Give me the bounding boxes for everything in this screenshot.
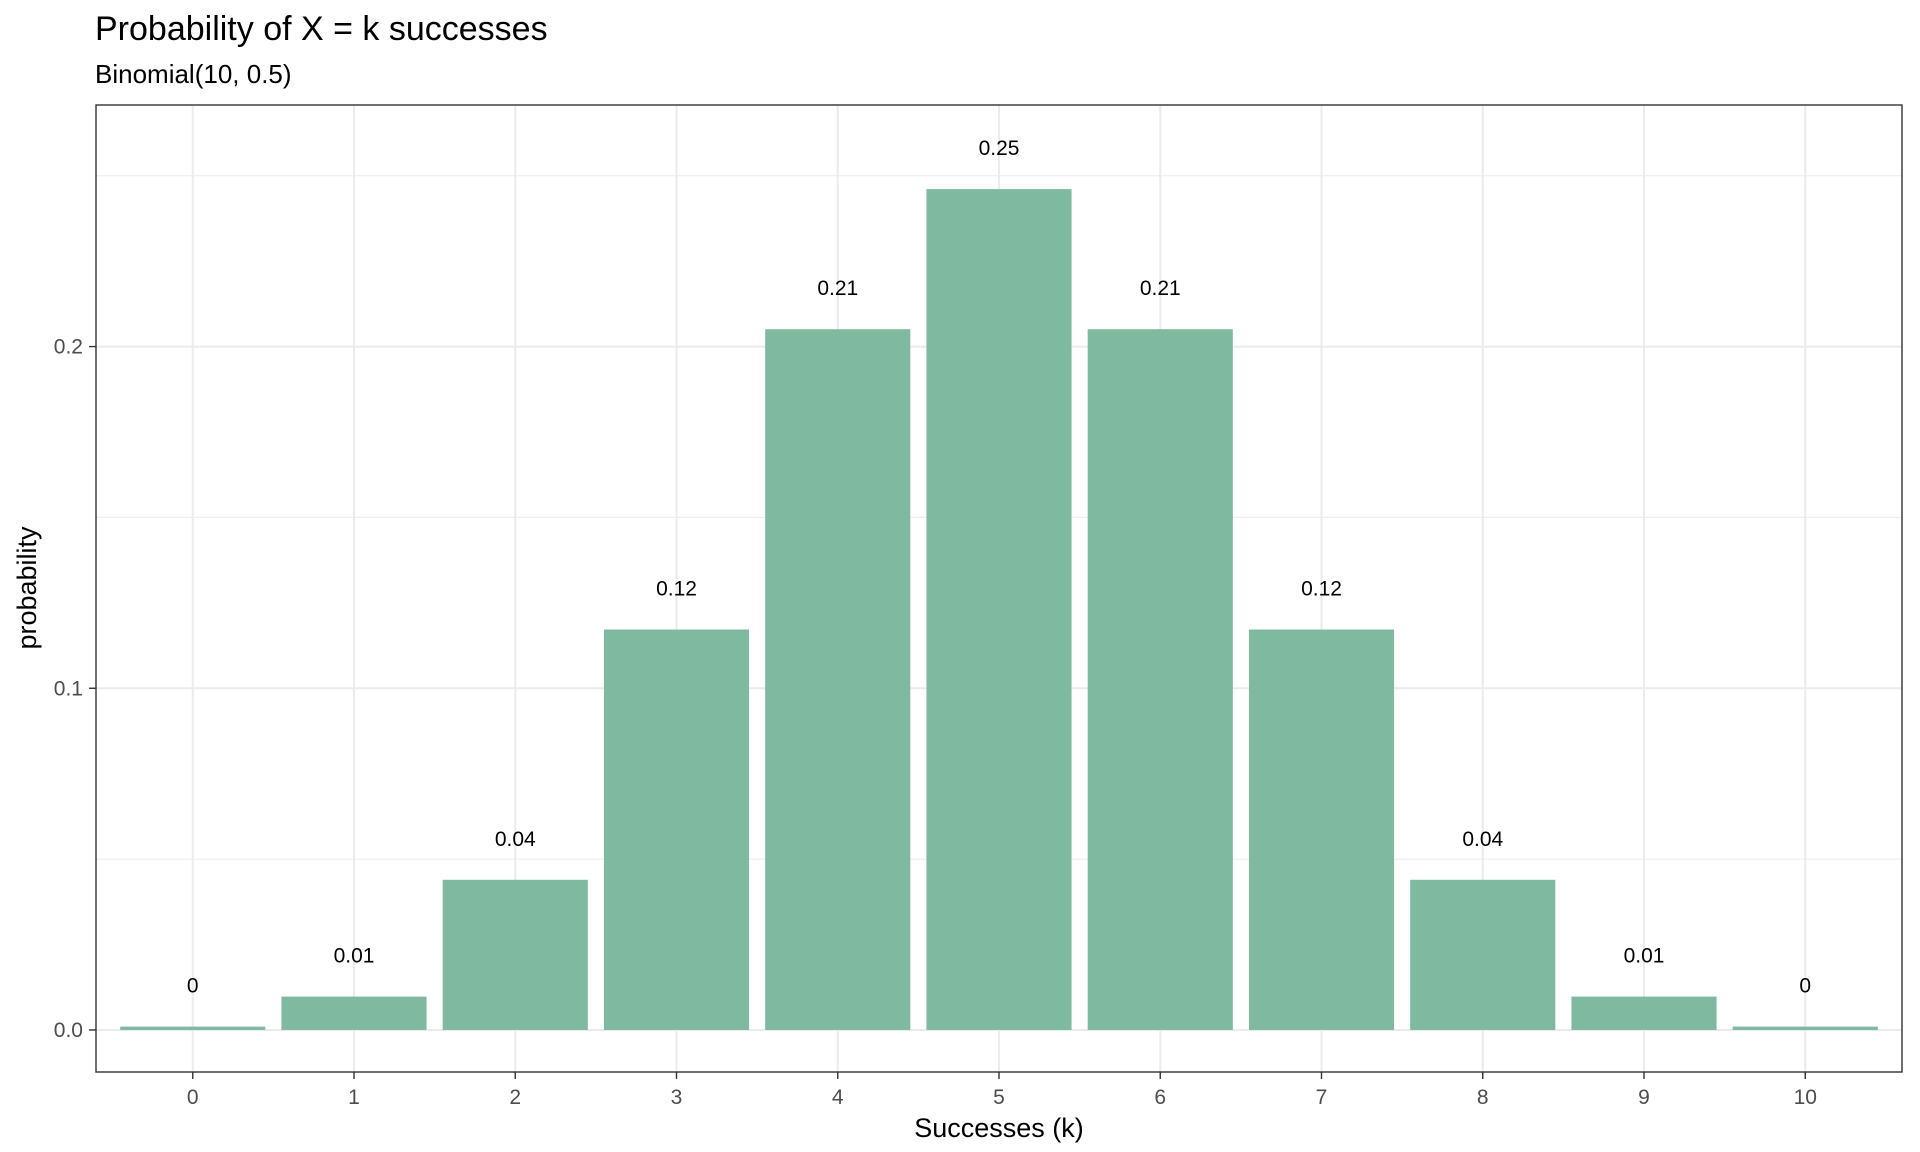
bar-3 bbox=[603, 629, 750, 1030]
data-labels: 0 0.01 0.04 0.12 0.21 0.25 0.21 0.12 0.04 0.01 0 bbox=[187, 137, 1811, 998]
x-tick-label: 5 bbox=[993, 1086, 1005, 1109]
bar-6 bbox=[1087, 329, 1233, 1030]
data-label-4: 0.21 bbox=[817, 277, 858, 300]
data-label-0: 0 bbox=[187, 975, 199, 998]
x-axis-title: Successes (k) bbox=[914, 1113, 1084, 1143]
chart-title: Probability of X = k successes bbox=[95, 10, 548, 48]
bar-9 bbox=[1571, 996, 1717, 1030]
bar-8 bbox=[1410, 879, 1556, 1030]
data-label-10: 0 bbox=[1799, 975, 1811, 998]
x-tick-label: 8 bbox=[1477, 1086, 1489, 1109]
x-tick-label: 2 bbox=[509, 1086, 521, 1109]
bar-5 bbox=[926, 189, 1072, 1030]
data-label-3: 0.12 bbox=[656, 578, 697, 601]
y-tick-label: 0.2 bbox=[54, 336, 83, 359]
x-tick-label: 0 bbox=[187, 1086, 199, 1109]
data-label-6: 0.21 bbox=[1140, 277, 1181, 300]
y-axis: 0.0 0.1 0.2 bbox=[54, 336, 96, 1042]
bar-0 bbox=[120, 1026, 266, 1030]
bar-7 bbox=[1248, 629, 1395, 1030]
x-tick-label: 10 bbox=[1794, 1086, 1817, 1109]
x-axis: 0 1 2 3 4 5 6 7 8 9 10 bbox=[187, 1072, 1817, 1109]
y-axis-title: probability bbox=[12, 526, 42, 650]
bar-1 bbox=[281, 996, 427, 1030]
y-tick-label: 0.1 bbox=[54, 677, 83, 700]
data-label-8: 0.04 bbox=[1462, 828, 1503, 851]
y-tick-label: 0.0 bbox=[54, 1019, 83, 1042]
bar-4 bbox=[765, 329, 911, 1030]
chart-subtitle: Binomial(10, 0.5) bbox=[95, 59, 292, 89]
bar-10 bbox=[1732, 1026, 1878, 1030]
x-tick-label: 4 bbox=[832, 1086, 844, 1109]
x-tick-label: 3 bbox=[671, 1086, 683, 1109]
x-tick-label: 9 bbox=[1638, 1086, 1650, 1109]
data-label-2: 0.04 bbox=[495, 828, 536, 851]
data-label-7: 0.12 bbox=[1301, 578, 1342, 601]
x-tick-label: 1 bbox=[348, 1086, 360, 1109]
data-label-9: 0.01 bbox=[1624, 945, 1665, 968]
bars bbox=[120, 189, 1878, 1030]
x-tick-label: 6 bbox=[1154, 1086, 1166, 1109]
data-label-5: 0.25 bbox=[979, 137, 1020, 160]
data-label-1: 0.01 bbox=[334, 945, 375, 968]
bar-2 bbox=[442, 879, 588, 1030]
x-tick-label: 7 bbox=[1316, 1086, 1328, 1109]
